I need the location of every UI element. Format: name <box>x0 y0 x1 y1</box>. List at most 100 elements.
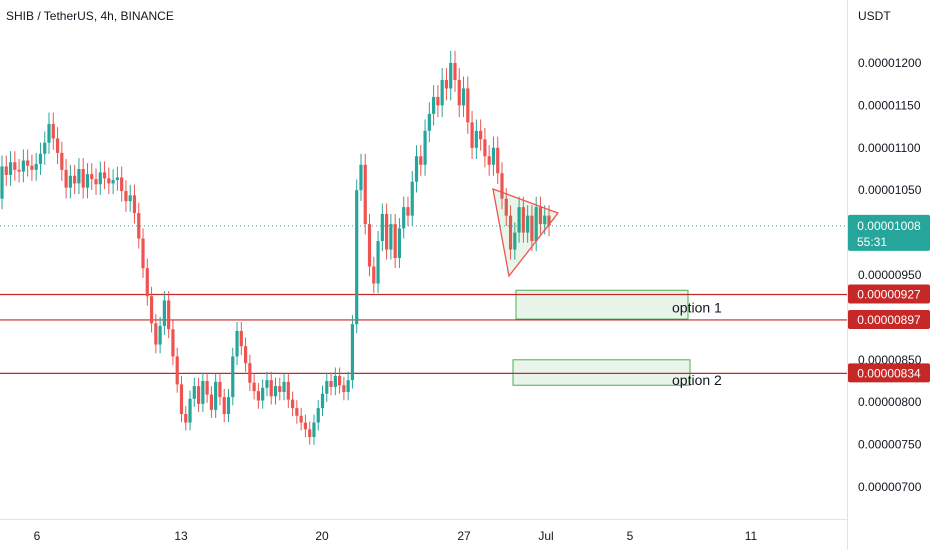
candle-body[interactable] <box>346 380 350 393</box>
candle-body[interactable] <box>316 408 320 423</box>
candle-body[interactable] <box>17 169 21 172</box>
candle-body[interactable] <box>192 386 196 399</box>
candle-body[interactable] <box>543 215 547 225</box>
candle-body[interactable] <box>461 88 466 106</box>
candle-body[interactable] <box>73 175 77 184</box>
candle-body[interactable] <box>252 382 256 392</box>
candle-body[interactable] <box>282 381 286 393</box>
candle-body[interactable] <box>487 156 491 165</box>
candle-body[interactable] <box>124 191 128 202</box>
candle-body[interactable] <box>175 356 179 385</box>
candle-body[interactable] <box>457 79 461 106</box>
candle-body[interactable] <box>491 147 496 165</box>
candle-body[interactable] <box>286 381 290 400</box>
candle-body[interactable] <box>8 162 13 175</box>
candle-body[interactable] <box>21 160 25 172</box>
candle-body[interactable] <box>214 381 218 410</box>
candle-body[interactable] <box>137 213 141 239</box>
candle-body[interactable] <box>389 224 393 250</box>
candle-body[interactable] <box>508 215 513 250</box>
candle-body[interactable] <box>0 166 4 199</box>
candle-body[interactable] <box>432 96 436 114</box>
candle-body[interactable] <box>4 166 8 175</box>
candle-body[interactable] <box>102 172 107 179</box>
candle-body[interactable] <box>372 266 376 284</box>
candle-body[interactable] <box>226 397 231 415</box>
candle-body[interactable] <box>26 160 30 166</box>
candle-body[interactable] <box>128 195 132 202</box>
candle-body[interactable] <box>158 325 162 345</box>
target-zone[interactable] <box>512 359 691 386</box>
candle-body[interactable] <box>85 174 90 188</box>
candle-body[interactable] <box>162 300 166 326</box>
candle-body[interactable] <box>205 381 209 395</box>
candle-body[interactable] <box>530 215 534 242</box>
candle-body[interactable] <box>43 142 47 154</box>
candle-body[interactable] <box>273 386 278 397</box>
candle-body[interactable] <box>196 386 201 404</box>
candle-body[interactable] <box>479 130 483 140</box>
candle-body[interactable] <box>295 408 299 416</box>
candle-body[interactable] <box>350 324 355 381</box>
candle-body[interactable] <box>30 165 34 170</box>
candle-body[interactable] <box>333 375 337 387</box>
candle-body[interactable] <box>393 224 397 259</box>
candle-body[interactable] <box>235 330 239 357</box>
candle-body[interactable] <box>90 174 94 180</box>
candle-body[interactable] <box>449 63 453 89</box>
candle-body[interactable] <box>436 96 440 106</box>
candle-body[interactable] <box>419 156 423 165</box>
candle-body[interactable] <box>188 398 192 423</box>
candle-body[interactable] <box>299 415 303 423</box>
candle-body[interactable] <box>218 381 222 398</box>
candle-body[interactable] <box>466 88 470 123</box>
candle-body[interactable] <box>329 381 333 387</box>
candle-body[interactable] <box>423 130 427 165</box>
candle-body[interactable] <box>290 399 295 409</box>
candle-body[interactable] <box>179 384 184 415</box>
candle-body[interactable] <box>239 330 243 347</box>
candle-body[interactable] <box>521 207 525 233</box>
candle-body[interactable] <box>500 173 504 199</box>
candle-body[interactable] <box>60 152 64 170</box>
candle-body[interactable] <box>38 153 43 164</box>
candle-body[interactable] <box>320 393 325 409</box>
candle-body[interactable] <box>261 387 265 401</box>
candle-body[interactable] <box>406 207 410 216</box>
candle-body[interactable] <box>107 178 111 184</box>
candle-body[interactable] <box>513 232 517 250</box>
candle-body[interactable] <box>278 386 282 393</box>
candle-body[interactable] <box>402 207 406 229</box>
candle-body[interactable] <box>538 207 543 225</box>
candle-body[interactable] <box>444 79 449 89</box>
candle-body[interactable] <box>526 215 530 233</box>
triangle-pattern[interactable] <box>492 187 560 278</box>
candle-body[interactable] <box>342 385 346 393</box>
candle-body[interactable] <box>380 213 384 242</box>
candle-body[interactable] <box>427 113 431 131</box>
candle-body[interactable] <box>243 346 248 364</box>
candle-body[interactable] <box>149 296 154 324</box>
candle-body[interactable] <box>265 380 269 388</box>
candle-body[interactable] <box>154 323 158 345</box>
candle-body[interactable] <box>68 175 72 188</box>
candle-body[interactable] <box>440 79 444 106</box>
candle-body[interactable] <box>355 190 359 325</box>
candle-body[interactable] <box>397 228 402 259</box>
candle-body[interactable] <box>64 169 68 188</box>
candle-body[interactable] <box>517 207 521 233</box>
candle-body[interactable] <box>94 179 98 185</box>
candle-body[interactable] <box>363 164 367 225</box>
candle-body[interactable] <box>77 169 81 184</box>
candle-body[interactable] <box>115 177 119 181</box>
candle-body[interactable] <box>303 422 308 430</box>
candle-body[interactable] <box>308 429 312 437</box>
candle-body[interactable] <box>13 162 17 170</box>
candle-body[interactable] <box>141 238 145 269</box>
candle-body[interactable] <box>504 198 508 216</box>
candle-body[interactable] <box>269 380 273 397</box>
candle-body[interactable] <box>474 130 478 148</box>
candle-body[interactable] <box>410 181 414 216</box>
candle-body[interactable] <box>184 414 188 423</box>
